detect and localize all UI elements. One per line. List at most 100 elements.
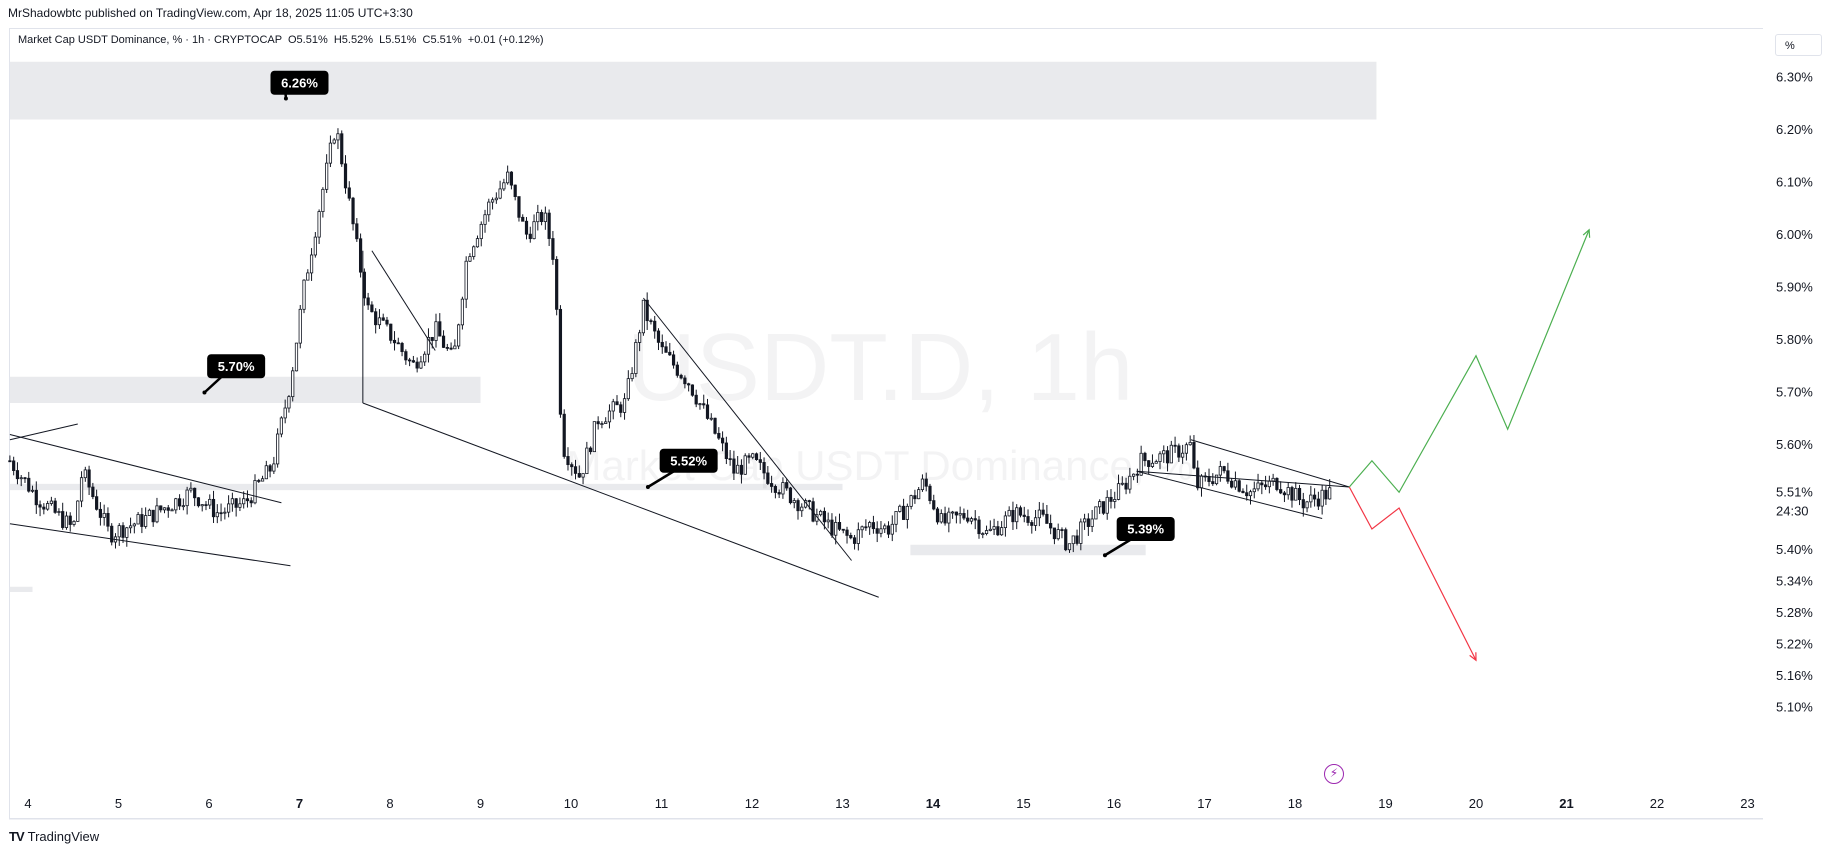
candle-body: [215, 512, 219, 518]
candle-body: [558, 308, 563, 415]
candle-body: [773, 486, 777, 493]
candle-body: [302, 279, 306, 310]
candle-body: [1241, 490, 1245, 494]
candle-body: [1154, 461, 1158, 464]
zone-layer: [9, 61, 1377, 592]
candle-body: [709, 417, 713, 420]
candle-body: [630, 373, 634, 380]
x-tick-label: 16: [1107, 796, 1121, 811]
trendline: [9, 523, 291, 567]
callout-dot: [645, 485, 650, 489]
candle-body: [76, 500, 80, 522]
candle-body: [1150, 462, 1155, 467]
candle-body: [577, 473, 581, 478]
candle-body: [404, 351, 408, 361]
candle-body: [660, 341, 664, 348]
x-tick-label: 17: [1197, 796, 1211, 811]
candle-body: [898, 505, 902, 512]
candle-body: [1022, 514, 1026, 517]
candle-body: [543, 212, 547, 223]
candle-body: [532, 221, 536, 240]
candle-body: [64, 515, 69, 528]
candle-body: [1169, 444, 1173, 464]
candle-body: [430, 336, 434, 341]
candle-body: [984, 530, 989, 534]
candle-body: [615, 401, 619, 406]
candle-body: [958, 513, 962, 516]
y-tick-label: 6.20%: [1776, 122, 1813, 137]
candle-body: [981, 533, 985, 535]
candle-body: [875, 528, 879, 534]
trendline: [643, 297, 852, 561]
candle-body: [181, 505, 185, 508]
candle-body: [347, 187, 351, 199]
candle-body: [260, 478, 265, 482]
candle-body: [883, 525, 887, 530]
bearish-projection: [1348, 486, 1477, 661]
candle-body: [1124, 482, 1128, 490]
candle-body: [1222, 466, 1226, 472]
candle-body: [189, 487, 193, 491]
candle-body: [332, 139, 336, 144]
candle-body: [626, 378, 630, 400]
percent-scale-button[interactable]: %: [1775, 34, 1822, 56]
x-tick-label: 4: [24, 796, 31, 811]
lightning-bolt-icon[interactable]: ⚡: [1324, 764, 1344, 784]
projection-layer: [1348, 228, 1591, 662]
candle-body: [1094, 506, 1098, 520]
candle-body: [42, 506, 46, 510]
trendline: [9, 423, 78, 441]
candle-body: [717, 432, 721, 439]
candle-body: [457, 324, 461, 347]
trendline: [371, 250, 436, 351]
candle-body: [1252, 488, 1256, 493]
candle-body: [1003, 515, 1008, 529]
trendline: [1190, 439, 1350, 488]
candle-body: [151, 509, 155, 523]
candle-body: [1045, 513, 1049, 524]
candle-body: [664, 346, 668, 353]
candle-body: [913, 495, 917, 500]
candle-body: [162, 507, 167, 511]
candle-body: [954, 511, 958, 516]
bearish-projection-arrowhead: [1469, 652, 1477, 662]
candle-body: [121, 525, 125, 538]
candle-body: [1128, 475, 1132, 490]
candle-body: [449, 347, 453, 350]
callout-box: [270, 70, 329, 95]
candle-body: [423, 353, 427, 363]
candle-body: [1158, 453, 1162, 462]
candle-body: [536, 212, 540, 223]
candle-body: [336, 133, 340, 141]
price-zone: [9, 483, 843, 491]
trendline-layer: [9, 250, 1350, 598]
candle-body: [653, 320, 657, 332]
candle-body: [1007, 509, 1011, 517]
candle-body: [675, 364, 679, 376]
candle-body: [1313, 494, 1317, 500]
candle-body: [932, 500, 936, 510]
candle-body: [1196, 467, 1200, 489]
candle-body: [57, 511, 61, 513]
candle-body: [619, 404, 623, 413]
candle-body: [585, 447, 589, 475]
candle-body: [736, 464, 740, 474]
candle-body: [539, 212, 544, 223]
candle-body: [392, 339, 397, 344]
candle-body: [509, 171, 514, 186]
candle-body: [490, 199, 495, 203]
candle-body: [1082, 518, 1087, 523]
candle-body: [1218, 466, 1222, 476]
x-tick-label: 21: [1559, 796, 1573, 811]
candle-body: [61, 511, 65, 528]
candle-body: [732, 458, 736, 474]
callout-label: 5.52%: [670, 453, 707, 468]
candle-body: [242, 498, 246, 505]
candle-body: [234, 498, 238, 508]
candle-body: [174, 498, 178, 511]
candle-body: [325, 162, 329, 190]
candle-body: [905, 505, 909, 520]
x-tick-label: 12: [745, 796, 759, 811]
candle-body: [1052, 527, 1057, 540]
